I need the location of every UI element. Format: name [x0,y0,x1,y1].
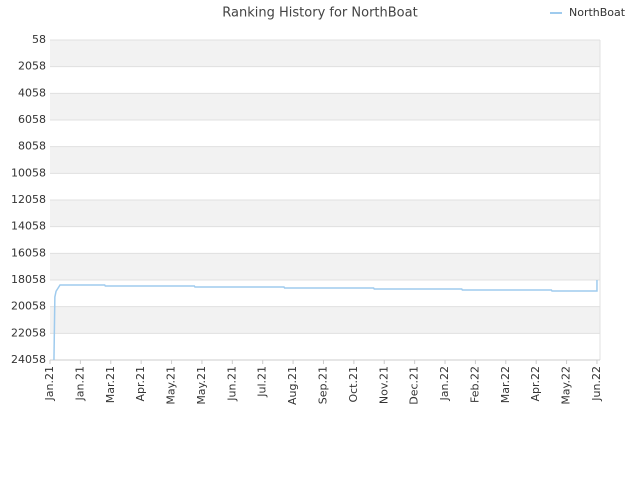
x-tick-label: Oct.21 [347,366,360,403]
grid-band [50,253,600,280]
x-tick-label: Jul.21 [256,366,269,398]
line-series [53,280,598,361]
y-tick-label: 18058 [11,273,46,286]
grid-band [50,120,600,147]
grid-band [50,93,600,120]
x-tick-label: May.22 [560,366,573,405]
y-tick-label: 24058 [11,353,46,366]
y-tick-label: 10058 [11,166,46,179]
grid-band [50,200,600,227]
x-tick-label: Jun.21 [225,366,238,402]
y-tick-label: 8058 [18,140,46,153]
y-tick-label: 4058 [18,86,46,99]
x-tick-label: Jan.21 [73,366,86,401]
x-tick-label: May.21 [195,366,208,405]
x-tick-label: Dec.21 [408,366,421,405]
legend-label: NorthBoat [569,6,626,19]
x-tick-label: Feb.22 [468,366,481,403]
y-tick-label: 6058 [18,113,46,126]
grid-band [50,226,600,254]
x-tick-label: Jan.22 [438,366,451,401]
y-tick-label: 58 [32,33,46,46]
x-tick-label: Mar.21 [104,366,117,403]
grid-band [50,173,600,200]
grid-band [50,333,600,360]
grid-band [50,280,600,307]
y-tick-label: 14058 [11,220,46,233]
y-tick-label: 16058 [11,246,46,259]
x-tick-label: Apr.21 [134,366,147,402]
x-tick-label: Jun.22 [590,366,603,402]
x-tick-label: Mar.22 [499,366,512,403]
x-tick-label: Jan.21 [43,366,56,401]
grid-band [50,40,600,67]
x-tick-label: May.21 [165,366,178,405]
grid-band [50,66,600,94]
x-tick-label: Apr.22 [529,366,542,402]
y-tick-label: 12058 [11,193,46,206]
grid-band [50,306,600,334]
y-tick-label: 22058 [11,326,46,339]
chart-title: Ranking History for NorthBoat [222,6,417,21]
x-tick-label: Sep.21 [316,366,329,404]
y-tick-label: 2058 [18,60,46,73]
x-tick-label: Aug.21 [286,366,299,405]
grid-band [50,146,600,174]
y-tick-label: 20058 [11,300,46,313]
x-tick-label: Nov.21 [377,366,390,404]
